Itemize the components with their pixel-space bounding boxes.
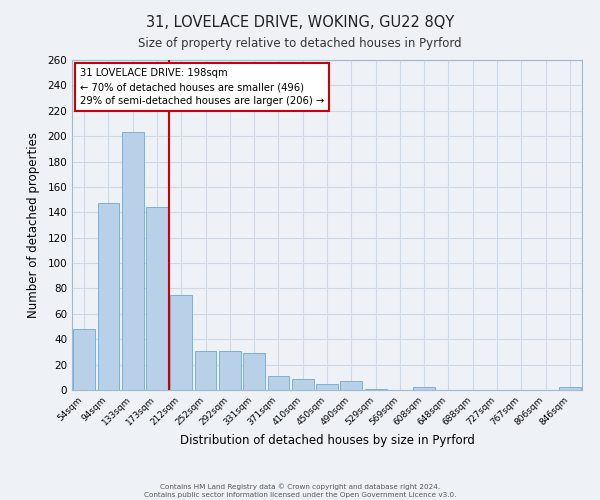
- Text: Size of property relative to detached houses in Pyrford: Size of property relative to detached ho…: [138, 38, 462, 51]
- Bar: [292, 378, 314, 390]
- Bar: [146, 207, 168, 390]
- Text: 31, LOVELACE DRIVE, WOKING, GU22 8QY: 31, LOVELACE DRIVE, WOKING, GU22 8QY: [146, 15, 454, 30]
- Bar: [73, 329, 95, 390]
- Bar: [365, 388, 386, 390]
- Bar: [194, 350, 217, 390]
- Bar: [243, 353, 265, 390]
- Bar: [340, 381, 362, 390]
- Bar: [268, 376, 289, 390]
- Text: Contains HM Land Registry data © Crown copyright and database right 2024.
Contai: Contains HM Land Registry data © Crown c…: [144, 484, 456, 498]
- Text: 31 LOVELACE DRIVE: 198sqm
← 70% of detached houses are smaller (496)
29% of semi: 31 LOVELACE DRIVE: 198sqm ← 70% of detac…: [80, 68, 324, 106]
- Bar: [413, 388, 435, 390]
- Bar: [316, 384, 338, 390]
- Bar: [97, 204, 119, 390]
- Bar: [170, 295, 192, 390]
- Bar: [559, 388, 581, 390]
- X-axis label: Distribution of detached houses by size in Pyrford: Distribution of detached houses by size …: [179, 434, 475, 447]
- Bar: [219, 350, 241, 390]
- Bar: [122, 132, 143, 390]
- Y-axis label: Number of detached properties: Number of detached properties: [28, 132, 40, 318]
